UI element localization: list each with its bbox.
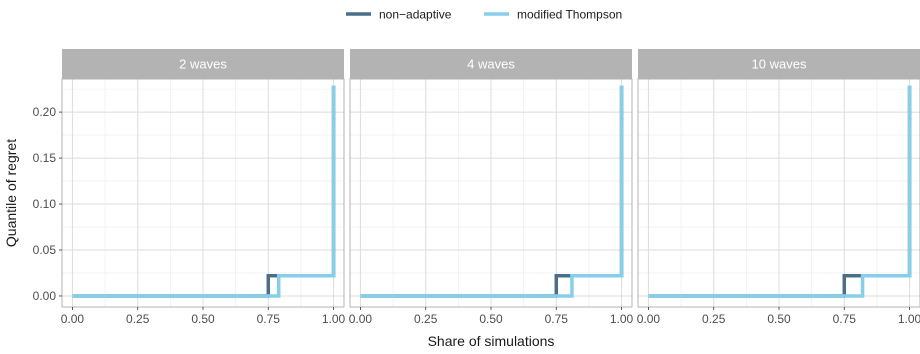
panel-title: 4 waves xyxy=(467,57,515,72)
y-tick-label: 0.00 xyxy=(33,289,57,303)
x-tick-label: 1.00 xyxy=(610,312,634,326)
panel-title: 10 waves xyxy=(752,57,807,72)
y-tick-label: 0.10 xyxy=(33,197,57,211)
panel-strip xyxy=(638,49,920,79)
x-tick-label: 0.50 xyxy=(767,312,791,326)
x-tick-label: 1.00 xyxy=(322,312,346,326)
y-axis-label: Quantile of regret xyxy=(3,139,19,247)
x-tick-label: 0.25 xyxy=(702,312,726,326)
panel-2: 10 waves 0.00 0.25 0.50 0.75 1.00 xyxy=(637,49,920,326)
x-tick-label: 0.00 xyxy=(61,312,85,326)
panel-0: 2 waves 0.00 0.25 0.50 0.75 1.00 0.00 0.05 0.10 0… xyxy=(33,49,346,326)
legend: non−adaptive modified Thompson xyxy=(346,8,622,22)
x-tick-label: 0.00 xyxy=(637,312,661,326)
y-tick-label: 0.20 xyxy=(33,105,57,119)
series-line-modified-thompson xyxy=(72,85,336,298)
x-tick-label: 0.00 xyxy=(349,312,373,326)
series-line-modified-thompson xyxy=(360,85,624,298)
panel-1: 4 waves 0.00 0.25 0.50 0.75 1.00 xyxy=(349,49,634,326)
x-axis-label: Share of simulations xyxy=(428,333,555,349)
x-tick-label: 1.00 xyxy=(898,312,920,326)
x-tick-label: 0.75 xyxy=(257,312,281,326)
x-tick-label: 0.50 xyxy=(479,312,503,326)
x-tick-label: 0.25 xyxy=(126,312,150,326)
x-tick-label: 0.50 xyxy=(191,312,215,326)
legend-label-1: modified Thompson xyxy=(517,8,622,22)
legend-label-0: non−adaptive xyxy=(379,8,452,22)
panel-strip xyxy=(350,49,632,79)
x-tick-label: 0.25 xyxy=(414,312,438,326)
panel-strip xyxy=(62,49,344,79)
panel-title: 2 waves xyxy=(179,57,227,72)
x-tick-label: 0.75 xyxy=(833,312,857,326)
y-tick-label: 0.15 xyxy=(33,151,57,165)
x-tick-label: 0.75 xyxy=(545,312,569,326)
y-tick-label: 0.05 xyxy=(33,243,57,257)
series-line-modified-thompson xyxy=(648,85,912,298)
